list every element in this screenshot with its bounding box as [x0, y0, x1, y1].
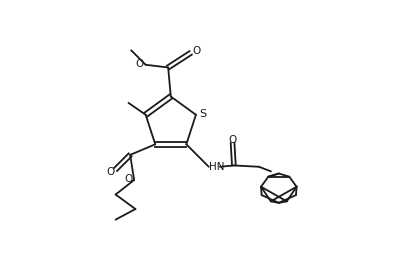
Text: O: O — [125, 174, 133, 184]
Text: O: O — [229, 135, 237, 145]
Text: O: O — [135, 59, 144, 69]
Text: HN: HN — [209, 162, 224, 171]
Text: O: O — [106, 167, 114, 176]
Text: O: O — [192, 46, 200, 56]
Text: S: S — [199, 109, 206, 119]
